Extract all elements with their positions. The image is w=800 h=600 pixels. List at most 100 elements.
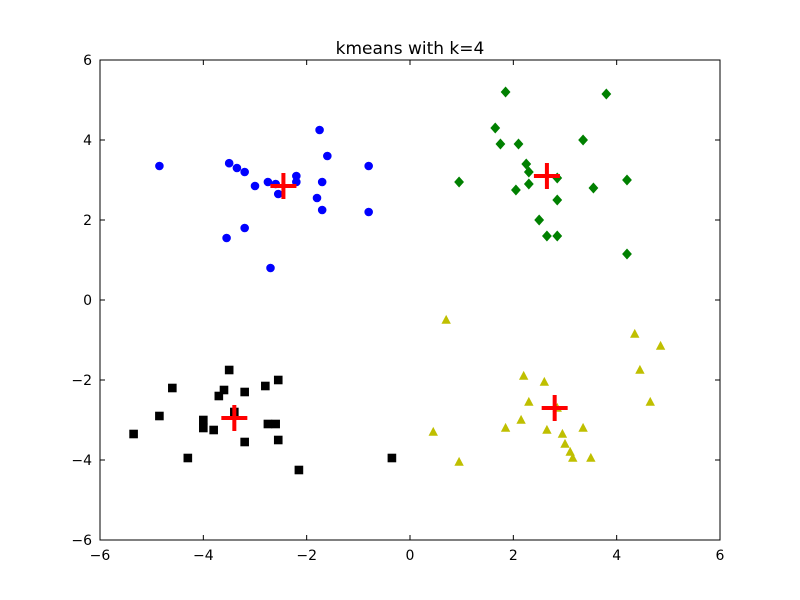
y-tick-label: −6 bbox=[71, 533, 92, 549]
data-point bbox=[168, 383, 177, 393]
x-tick-label: 4 bbox=[612, 548, 621, 564]
x-tick-label: −6 bbox=[90, 548, 111, 564]
series-square bbox=[129, 365, 397, 475]
x-tick-label: −2 bbox=[296, 548, 317, 564]
data-point bbox=[240, 387, 249, 397]
data-point bbox=[521, 158, 532, 170]
y-tick-label: 0 bbox=[83, 293, 92, 309]
data-point bbox=[183, 453, 193, 463]
data-point bbox=[364, 207, 373, 217]
centroids bbox=[221, 163, 568, 431]
data-marks bbox=[129, 86, 666, 475]
centroid-marker bbox=[221, 405, 248, 431]
x-tick-label: 0 bbox=[406, 548, 415, 564]
data-point bbox=[557, 428, 568, 438]
data-point bbox=[568, 452, 578, 462]
data-point bbox=[232, 163, 242, 173]
data-point bbox=[588, 182, 599, 194]
data-point bbox=[199, 423, 208, 433]
data-point bbox=[578, 422, 588, 432]
data-point bbox=[199, 415, 208, 425]
data-point bbox=[622, 174, 632, 186]
centroid-marker bbox=[541, 395, 568, 421]
data-point bbox=[518, 370, 529, 380]
data-point bbox=[240, 223, 249, 233]
data-point bbox=[129, 429, 138, 439]
data-point bbox=[490, 122, 501, 134]
data-point bbox=[516, 414, 526, 424]
data-point bbox=[273, 375, 283, 385]
y-tick-label: 6 bbox=[83, 53, 92, 69]
chart-title: kmeans with k=4 bbox=[336, 39, 485, 59]
data-point bbox=[511, 184, 521, 196]
data-point bbox=[364, 161, 373, 171]
data-point bbox=[214, 391, 224, 401]
data-point bbox=[261, 381, 270, 391]
data-point bbox=[578, 134, 588, 146]
data-point bbox=[523, 178, 534, 190]
data-point bbox=[513, 138, 524, 150]
data-point bbox=[222, 233, 231, 243]
data-point bbox=[539, 376, 550, 386]
data-point bbox=[630, 328, 640, 338]
data-point bbox=[240, 167, 249, 177]
plot-area bbox=[99, 59, 721, 541]
data-point bbox=[240, 437, 249, 447]
y-tick-label: −4 bbox=[71, 453, 92, 469]
data-point bbox=[224, 158, 234, 168]
data-point bbox=[315, 125, 324, 135]
data-point bbox=[500, 86, 511, 98]
axis-ticks: −6 −4 −2 0 2 4 6 −6 −4 −2 0 2 4 6 bbox=[71, 53, 724, 564]
data-point bbox=[635, 364, 645, 374]
y-tick-label: −2 bbox=[71, 373, 92, 389]
data-point bbox=[495, 138, 506, 150]
data-point bbox=[560, 438, 570, 448]
data-point bbox=[323, 151, 332, 161]
data-point bbox=[224, 365, 234, 375]
data-point bbox=[209, 425, 218, 435]
series-circle bbox=[155, 125, 373, 273]
data-point bbox=[601, 88, 612, 100]
data-point bbox=[219, 385, 229, 395]
data-point bbox=[542, 230, 552, 242]
centroid-marker bbox=[533, 163, 560, 189]
data-point bbox=[266, 263, 275, 273]
plot-frame bbox=[99, 59, 721, 541]
x-tick-label: 2 bbox=[509, 548, 518, 564]
series-triangle bbox=[428, 314, 666, 466]
centroid-marker bbox=[270, 173, 297, 199]
y-tick-label: 2 bbox=[83, 213, 92, 229]
data-point bbox=[312, 193, 322, 203]
data-point bbox=[271, 419, 280, 429]
x-tick-label: 6 bbox=[716, 548, 725, 564]
x-tick-label: −4 bbox=[193, 548, 214, 564]
data-point bbox=[454, 176, 464, 188]
data-point bbox=[500, 422, 511, 432]
data-point bbox=[586, 452, 596, 462]
y-tick-label: 4 bbox=[83, 133, 92, 149]
data-point bbox=[542, 424, 552, 434]
data-point bbox=[645, 396, 655, 406]
data-point bbox=[534, 214, 545, 226]
data-point bbox=[524, 396, 534, 406]
data-point bbox=[155, 161, 164, 171]
data-point bbox=[565, 446, 575, 456]
data-point bbox=[273, 189, 283, 199]
data-point bbox=[273, 435, 283, 445]
data-point bbox=[454, 456, 464, 466]
data-point bbox=[294, 465, 304, 475]
data-point bbox=[428, 426, 438, 436]
data-point bbox=[250, 181, 260, 191]
data-point bbox=[622, 248, 632, 260]
data-point bbox=[317, 177, 327, 187]
data-point bbox=[552, 230, 563, 242]
data-point bbox=[317, 205, 327, 215]
data-point bbox=[655, 340, 666, 350]
data-point bbox=[263, 419, 273, 429]
data-point bbox=[155, 411, 164, 421]
data-point bbox=[387, 453, 397, 463]
data-point bbox=[441, 314, 451, 324]
data-point bbox=[552, 194, 563, 206]
